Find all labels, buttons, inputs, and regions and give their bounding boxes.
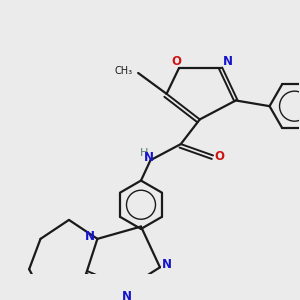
Text: O: O [172,55,182,68]
Text: N: N [223,56,233,68]
Text: N: N [144,152,154,164]
Text: CH₃: CH₃ [114,66,133,76]
Text: O: O [214,150,224,164]
Text: H: H [140,148,148,158]
Text: N: N [122,290,132,300]
Text: N: N [85,230,95,242]
Text: N: N [162,258,172,271]
